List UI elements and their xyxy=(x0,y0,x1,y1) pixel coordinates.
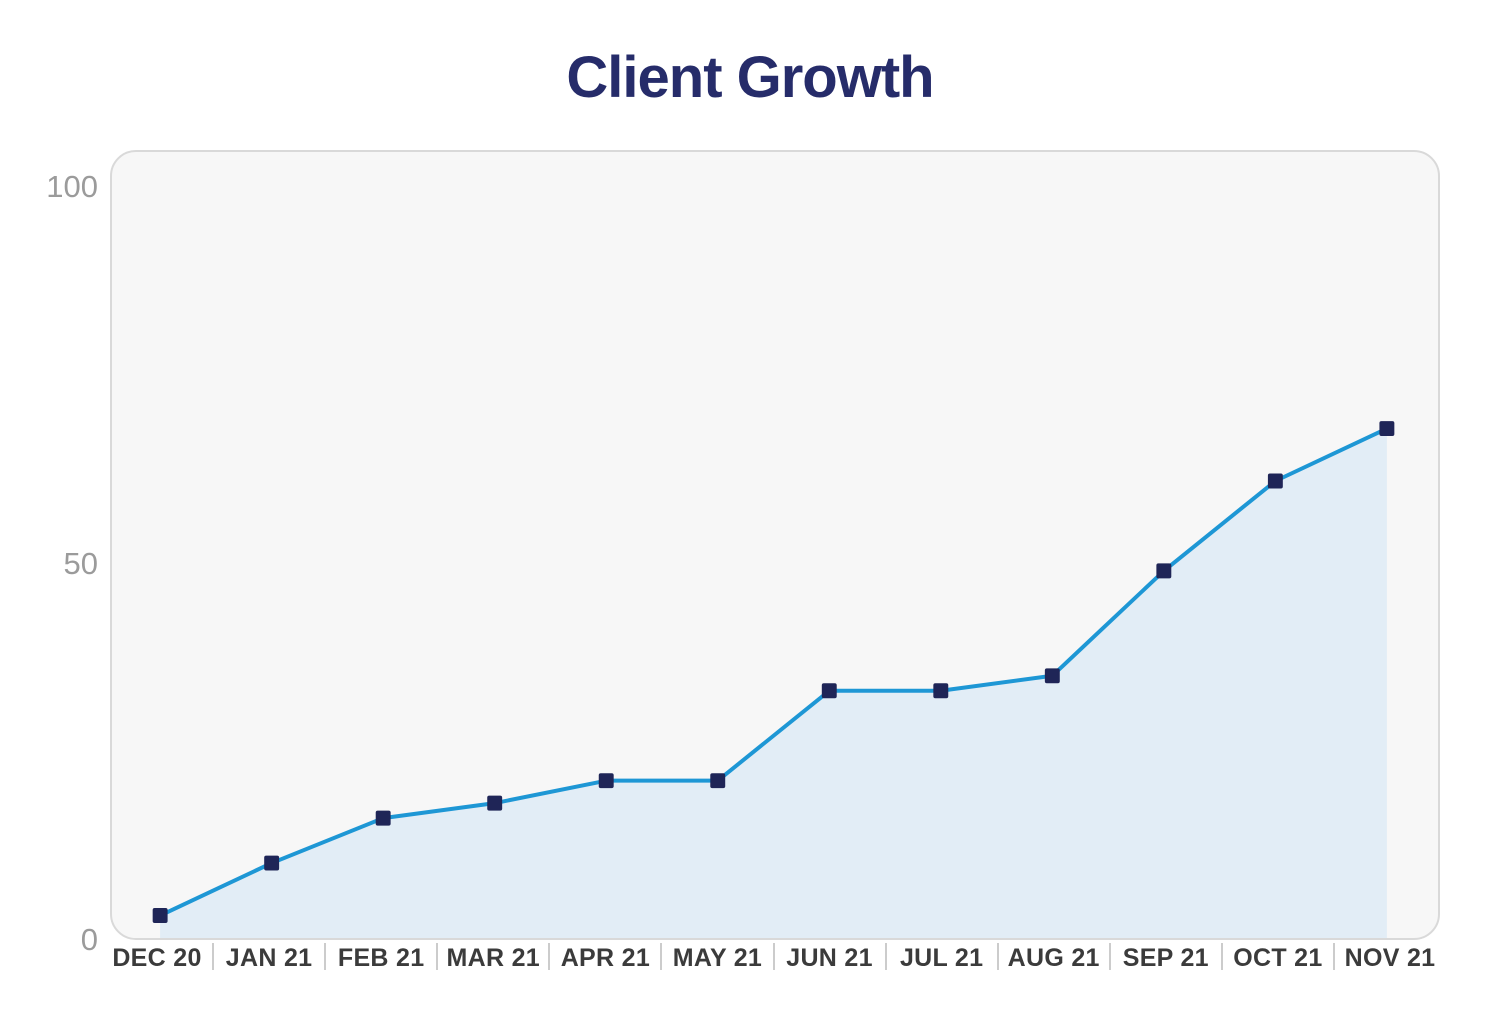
x-tick-separator xyxy=(548,943,551,970)
data-point-marker xyxy=(1379,421,1395,437)
chart-panel xyxy=(110,150,1440,940)
data-point-marker xyxy=(264,855,280,871)
x-tick-label: SEP 21 xyxy=(1122,944,1209,972)
y-tick-label: 50 xyxy=(63,545,98,581)
x-tick-separator xyxy=(1108,943,1111,970)
data-point-marker xyxy=(1267,473,1283,489)
x-tick-label: APR 21 xyxy=(560,944,651,972)
x-tick-separator xyxy=(212,943,215,970)
x-tick-separator xyxy=(660,943,663,970)
x-tick-label: JUN 21 xyxy=(786,944,873,972)
data-point-marker xyxy=(1044,668,1060,684)
x-tick-label: AUG 21 xyxy=(1007,944,1100,972)
data-point-marker xyxy=(152,908,168,923)
x-tick-label: NOV 21 xyxy=(1344,944,1436,972)
data-point-marker xyxy=(710,773,726,789)
x-tick-label: OCT 21 xyxy=(1233,944,1323,972)
line-chart-svg xyxy=(152,421,1395,938)
y-tick-label: 0 xyxy=(80,922,98,957)
data-point-marker xyxy=(487,795,503,811)
x-tick-label: JUL 21 xyxy=(899,944,984,972)
y-tick-label: 100 xyxy=(46,169,98,204)
data-point-marker xyxy=(821,683,837,699)
x-tick-label: MAR 21 xyxy=(446,944,541,972)
x-tick-separator xyxy=(1220,943,1223,970)
data-point-marker xyxy=(598,773,614,789)
x-tick-separator xyxy=(996,943,999,970)
trend-line xyxy=(158,426,1389,918)
x-tick-separator xyxy=(1332,943,1335,970)
x-tick-separator xyxy=(884,943,887,970)
x-tick-separator xyxy=(436,943,439,970)
data-point-marker xyxy=(933,683,949,699)
x-tick-label: FEB 21 xyxy=(337,944,425,972)
chart-title: Client Growth xyxy=(566,45,934,110)
x-tick-label: JAN 21 xyxy=(225,944,313,972)
data-point-marker xyxy=(1156,563,1172,579)
data-point-marker xyxy=(375,810,391,826)
x-tick-separator xyxy=(324,943,327,970)
x-tick-label: DEC 20 xyxy=(112,944,202,972)
x-tick-label: MAY 21 xyxy=(672,944,763,972)
area-fill xyxy=(160,428,1387,938)
x-tick-separator xyxy=(772,943,775,970)
